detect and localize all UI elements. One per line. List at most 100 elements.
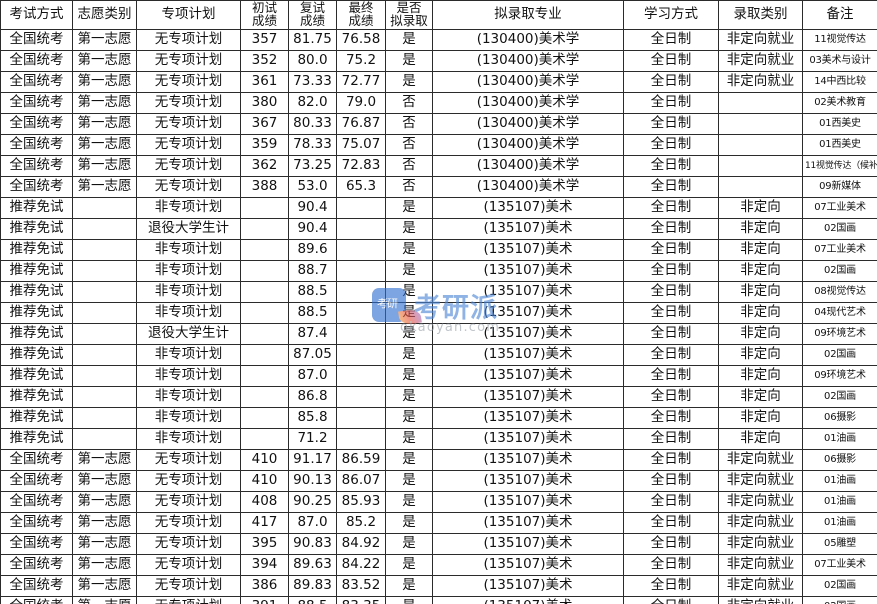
cell-second_score[interactable]: 90.83 [288, 533, 337, 555]
cell-special_plan[interactable]: 无专项计划 [136, 176, 241, 198]
cell-special_plan[interactable]: 退役大学生计 [136, 218, 241, 240]
cell-preference_type[interactable]: 第一志愿 [72, 155, 137, 177]
cell-admission_type[interactable]: 非定向 [718, 344, 803, 366]
cell-first_score[interactable] [240, 428, 289, 450]
cell-remark[interactable]: 06摄影 [802, 449, 877, 471]
cell-preference_type[interactable] [72, 386, 137, 408]
cell-final_score[interactable] [336, 302, 386, 324]
cell-preference_type[interactable]: 第一志愿 [72, 554, 137, 576]
cell-remark[interactable]: 02国画 [802, 575, 877, 597]
cell-study_mode[interactable]: 全日制 [623, 29, 719, 51]
cell-final_score[interactable]: 75.07 [336, 134, 386, 156]
cell-special_plan[interactable]: 非专项计划 [136, 386, 241, 408]
cell-remark[interactable]: 01西美史 [802, 134, 877, 156]
cell-admission_type[interactable]: 非定向 [718, 428, 803, 450]
cell-study_mode[interactable]: 全日制 [623, 281, 719, 303]
cell-preference_type[interactable] [72, 323, 137, 345]
cell-first_score[interactable]: 361 [240, 71, 289, 93]
cell-exam_method[interactable]: 全国统考 [0, 176, 73, 198]
cell-remark[interactable]: 05雕塑 [802, 533, 877, 555]
cell-second_score[interactable]: 89.6 [288, 239, 337, 261]
cell-major[interactable]: (135107)美术 [432, 512, 624, 534]
cell-first_score[interactable]: 352 [240, 50, 289, 72]
cell-exam_method[interactable]: 全国统考 [0, 512, 73, 534]
cell-final_score[interactable] [336, 344, 386, 366]
cell-is_admitted[interactable]: 是 [385, 386, 433, 408]
cell-admission_type[interactable]: 非定向就业 [718, 491, 803, 513]
cell-major[interactable]: (130400)美术学 [432, 71, 624, 93]
cell-admission_type[interactable] [718, 113, 803, 135]
cell-final_score[interactable] [336, 239, 386, 261]
cell-preference_type[interactable]: 第一志愿 [72, 50, 137, 72]
cell-remark[interactable]: 06摄影 [802, 407, 877, 429]
table-row[interactable]: 全国统考 第一志愿 无专项计划 362 73.25 72.83 否 (130400)美术学 全日… [0, 155, 877, 177]
cell-exam_method[interactable]: 推荐免试 [0, 386, 73, 408]
table-row[interactable]: 推荐免试 非专项计划 87.05 是 (135107)美术 全日制 非定向 02国画 [0, 344, 877, 366]
col-header-preference_type[interactable]: 志愿类别 [72, 0, 137, 30]
cell-study_mode[interactable]: 全日制 [623, 134, 719, 156]
cell-special_plan[interactable]: 无专项计划 [136, 533, 241, 555]
cell-preference_type[interactable]: 第一志愿 [72, 449, 137, 471]
cell-study_mode[interactable]: 全日制 [623, 491, 719, 513]
cell-study_mode[interactable]: 全日制 [623, 512, 719, 534]
col-header-exam_method[interactable]: 考试方式 [0, 0, 73, 30]
cell-study_mode[interactable]: 全日制 [623, 407, 719, 429]
cell-admission_type[interactable]: 非定向就业 [718, 50, 803, 72]
cell-remark[interactable]: 03美术与设计 [802, 50, 877, 72]
table-row[interactable]: 推荐免试 非专项计划 89.6 是 (135107)美术 全日制 非定向 07工业美术 [0, 239, 877, 261]
cell-preference_type[interactable]: 第一志愿 [72, 29, 137, 51]
cell-major[interactable]: (135107)美术 [432, 323, 624, 345]
cell-final_score[interactable] [336, 281, 386, 303]
cell-exam_method[interactable]: 全国统考 [0, 449, 73, 471]
cell-admission_type[interactable]: 非定向就业 [718, 470, 803, 492]
cell-remark[interactable]: 07工业美术 [802, 239, 877, 261]
cell-study_mode[interactable]: 全日制 [623, 596, 719, 604]
cell-second_score[interactable]: 78.33 [288, 134, 337, 156]
cell-final_score[interactable]: 86.07 [336, 470, 386, 492]
cell-special_plan[interactable]: 无专项计划 [136, 449, 241, 471]
cell-study_mode[interactable]: 全日制 [623, 575, 719, 597]
cell-remark[interactable]: 01油画 [802, 512, 877, 534]
cell-first_score[interactable] [240, 386, 289, 408]
cell-is_admitted[interactable]: 是 [385, 533, 433, 555]
cell-special_plan[interactable]: 非专项计划 [136, 407, 241, 429]
cell-admission_type[interactable]: 非定向就业 [718, 533, 803, 555]
cell-second_score[interactable]: 90.4 [288, 197, 337, 219]
cell-admission_type[interactable] [718, 134, 803, 156]
cell-remark[interactable]: 02国画 [802, 596, 877, 604]
cell-major[interactable]: (135107)美术 [432, 365, 624, 387]
cell-final_score[interactable]: 86.59 [336, 449, 386, 471]
cell-admission_type[interactable] [718, 92, 803, 114]
cell-admission_type[interactable] [718, 155, 803, 177]
cell-special_plan[interactable]: 无专项计划 [136, 470, 241, 492]
cell-study_mode[interactable]: 全日制 [623, 113, 719, 135]
cell-exam_method[interactable]: 推荐免试 [0, 344, 73, 366]
cell-study_mode[interactable]: 全日制 [623, 428, 719, 450]
cell-first_score[interactable]: 410 [240, 470, 289, 492]
cell-study_mode[interactable]: 全日制 [623, 260, 719, 282]
cell-special_plan[interactable]: 无专项计划 [136, 113, 241, 135]
table-row[interactable]: 推荐免试 非专项计划 90.4 是 (135107)美术 全日制 非定向 07工业美术 [0, 197, 877, 219]
cell-admission_type[interactable]: 非定向 [718, 407, 803, 429]
cell-remark[interactable]: 02国画 [802, 386, 877, 408]
cell-admission_type[interactable]: 非定向 [718, 365, 803, 387]
cell-remark[interactable]: 02国画 [802, 344, 877, 366]
cell-preference_type[interactable] [72, 428, 137, 450]
cell-major[interactable]: (135107)美术 [432, 281, 624, 303]
cell-major[interactable]: (135107)美术 [432, 575, 624, 597]
col-header-major[interactable]: 拟录取专业 [432, 0, 624, 30]
cell-special_plan[interactable]: 非专项计划 [136, 197, 241, 219]
cell-major[interactable]: (135107)美术 [432, 491, 624, 513]
cell-preference_type[interactable] [72, 407, 137, 429]
cell-study_mode[interactable]: 全日制 [623, 533, 719, 555]
cell-major[interactable]: (135107)美术 [432, 197, 624, 219]
cell-final_score[interactable]: 65.3 [336, 176, 386, 198]
cell-study_mode[interactable]: 全日制 [623, 449, 719, 471]
table-row[interactable]: 全国统考 第一志愿 无专项计划 367 80.33 76.87 否 (130400)美术学 全日… [0, 113, 877, 135]
col-header-is_admitted[interactable]: 是否 拟录取 [385, 0, 433, 30]
cell-preference_type[interactable]: 第一志愿 [72, 71, 137, 93]
cell-preference_type[interactable]: 第一志愿 [72, 134, 137, 156]
cell-study_mode[interactable]: 全日制 [623, 155, 719, 177]
cell-exam_method[interactable]: 全国统考 [0, 50, 73, 72]
table-row[interactable]: 全国统考 第一志愿 无专项计划 395 90.83 84.92 是 (135107)美术 全日制… [0, 533, 877, 555]
